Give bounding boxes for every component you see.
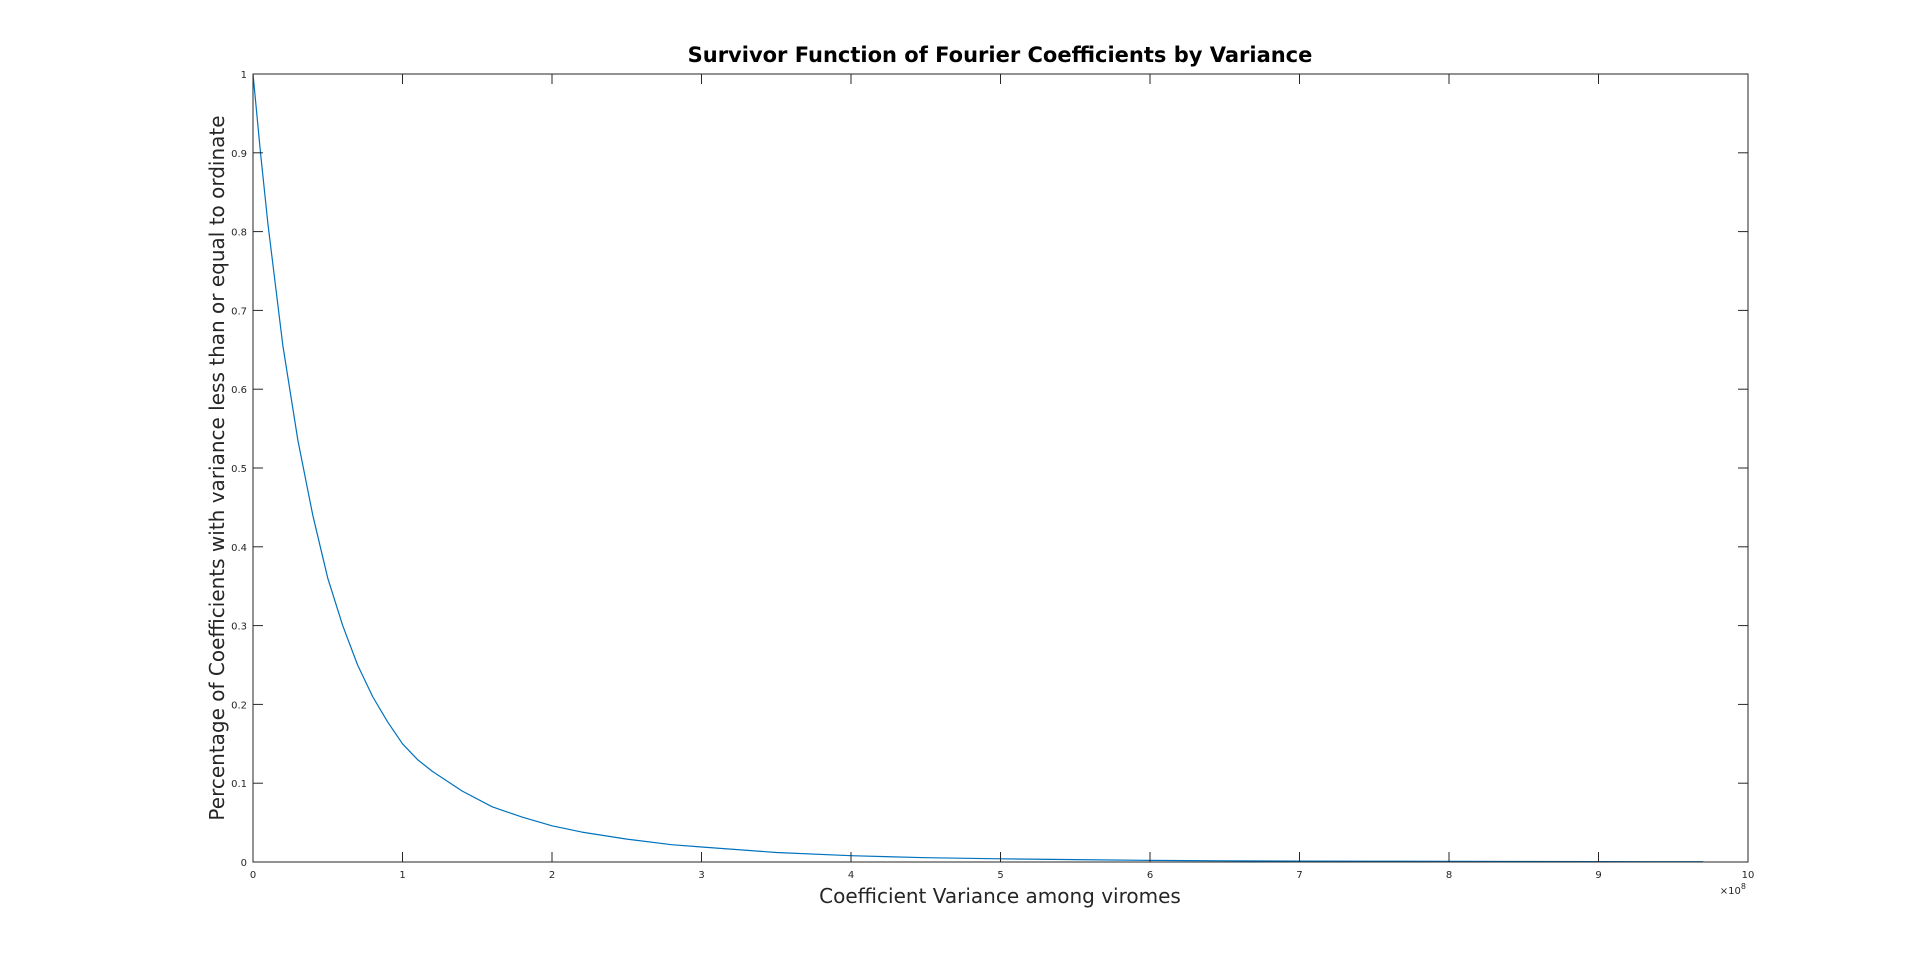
x-axis: 0 1 2 3 4 5 6 7 8 9 10: [250, 74, 1755, 881]
y-tick-label: 0.7: [231, 306, 247, 317]
y-tick-label: 0.3: [231, 622, 247, 633]
x-tick-label: 0: [250, 870, 256, 881]
y-tick-label: 0.6: [231, 385, 247, 396]
y-tick-label: 0.2: [231, 700, 247, 711]
y-tick-label: 0.4: [231, 543, 247, 554]
x-tick-label: 10: [1742, 870, 1755, 881]
x-tick-label: 4: [848, 870, 854, 881]
x-axis-exponent-base: ×10: [1720, 886, 1741, 897]
x-tick-label: 6: [1147, 870, 1153, 881]
x-tick-label: 9: [1595, 870, 1601, 881]
y-tick-label: 0.9: [231, 149, 247, 160]
survivor-curve-line: [252, 73, 1704, 863]
x-axis-exponent-power: 8: [1741, 882, 1746, 891]
y-tick-label: 0: [241, 858, 247, 869]
x-axis-title: Coefficient Variance among viromes: [819, 884, 1181, 908]
y-axis-title: Percentage of Coefficients with variance…: [205, 115, 229, 820]
y-tick-label: 0.8: [231, 228, 247, 239]
x-tick-label: 1: [399, 870, 405, 881]
y-tick-label: 0.5: [231, 464, 247, 475]
chart-title: Survivor Function of Fourier Coefficient…: [688, 43, 1313, 67]
x-tick-label: 8: [1446, 870, 1452, 881]
x-tick-label: 5: [997, 870, 1003, 881]
x-tick-label: 7: [1296, 870, 1302, 881]
x-axis-exponent: ×108: [1720, 882, 1746, 897]
x-tick-label: 2: [549, 870, 555, 881]
curve-layer: [252, 73, 1704, 863]
y-tick-label: 1: [241, 70, 247, 81]
plot-area: [253, 74, 1748, 862]
x-tick-label: 3: [698, 870, 704, 881]
y-tick-label: 0.1: [231, 779, 247, 790]
y-axis: 0 0.1 0.2 0.3 0.4 0.5 0.6 0.7 0.8 0.9 1: [231, 70, 1748, 869]
